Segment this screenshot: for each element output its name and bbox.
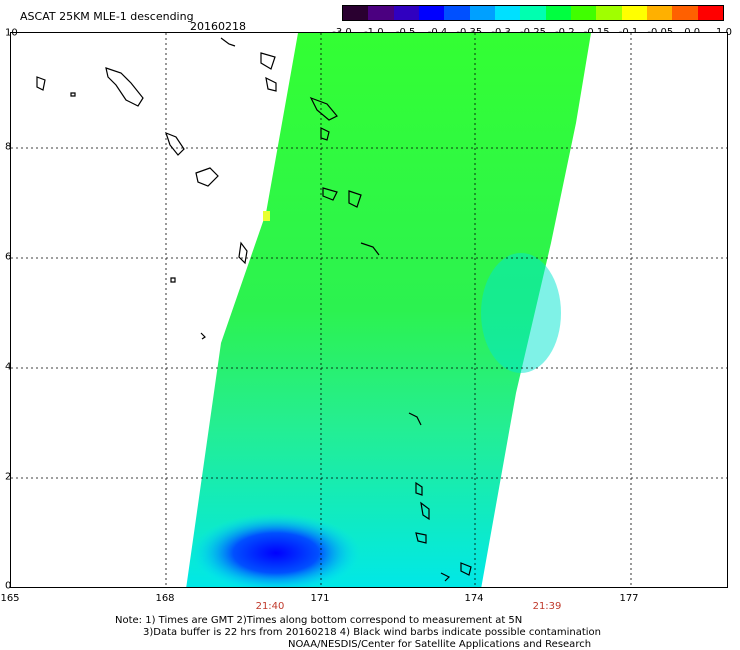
colorbar-segment <box>393 6 419 20</box>
time-label: 21:39 <box>532 601 562 612</box>
y-tick-label: 2 <box>5 471 12 483</box>
y-tick-label: 8 <box>5 141 12 153</box>
cyan-patch-right <box>481 253 561 373</box>
colorbar-segment <box>570 6 597 20</box>
time-label: 21:40 <box>255 601 285 612</box>
colorbar-segment <box>469 6 495 20</box>
colorbar-segment <box>621 6 647 20</box>
note-line-1: Note: 1) Times are GMT 2)Times along bot… <box>115 615 523 626</box>
colorbar-segment <box>343 6 369 20</box>
colorbar-segment <box>368 6 394 20</box>
x-tick-label: 171 <box>310 593 330 604</box>
colorbar <box>342 5 724 21</box>
colorbar-segment <box>646 6 673 20</box>
yellow-spot <box>263 211 270 221</box>
y-tick-label: 4 <box>5 361 12 373</box>
x-tick-label: 165 <box>0 593 20 604</box>
colorbar-segment <box>545 6 571 20</box>
island-outlines <box>36 37 472 582</box>
x-tick-label: 177 <box>619 593 639 604</box>
low-value-patch <box>191 513 361 587</box>
map-plot-area <box>10 32 728 588</box>
map-svg <box>11 33 727 587</box>
map-date: 20160218 <box>190 20 246 33</box>
colorbar-segment <box>672 6 698 20</box>
colorbar-segment <box>494 6 521 20</box>
colorbar-segment <box>418 6 445 20</box>
map-title: ASCAT 25KM MLE-1 descending <box>20 10 194 23</box>
note-line-2: 3)Data buffer is 22 hrs from 20160218 4)… <box>143 627 601 638</box>
x-tick-label: 168 <box>155 593 175 604</box>
colorbar-segment <box>444 6 470 20</box>
y-tick-label: 0 <box>5 580 12 592</box>
y-tick-label: 6 <box>5 251 12 263</box>
colorbar-segment <box>596 6 622 20</box>
swath-data <box>186 33 591 587</box>
colorbar-segment <box>520 6 546 20</box>
colorbar-segment <box>697 6 723 20</box>
x-tick-label: 174 <box>464 593 484 604</box>
note-line-3: NOAA/NESDIS/Center for Satellite Applica… <box>288 639 592 650</box>
y-tick-label: 10 <box>5 27 18 39</box>
